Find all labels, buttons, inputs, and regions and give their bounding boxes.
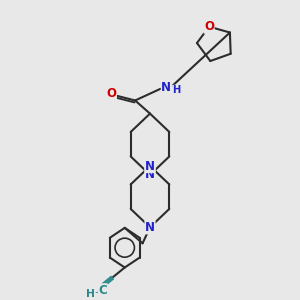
Text: H: H	[172, 85, 181, 95]
Text: C: C	[98, 284, 107, 297]
Text: N: N	[145, 168, 155, 181]
Text: H: H	[86, 289, 95, 299]
Text: N: N	[145, 221, 155, 234]
Text: O: O	[204, 20, 214, 33]
Text: O: O	[106, 87, 116, 100]
Text: N: N	[145, 160, 155, 172]
Text: N: N	[161, 81, 171, 94]
